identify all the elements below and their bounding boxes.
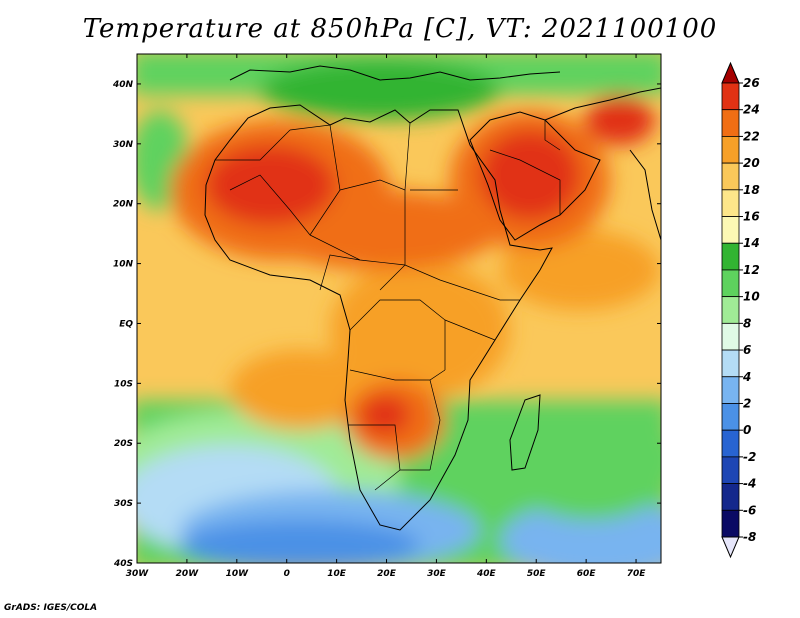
- field-mediterranean: [260, 60, 500, 120]
- colorbar-label: 26: [743, 76, 760, 90]
- india-coastline: [629, 149, 661, 241]
- colorbar-box: [721, 269, 740, 298]
- colorbar-label: 8: [743, 316, 751, 330]
- country-borders: [215, 120, 561, 491]
- lon-tick-label: 30W: [126, 569, 150, 579]
- lat-tick-label: 40S: [113, 559, 133, 569]
- colorbar-label: -6: [743, 503, 756, 517]
- europe-coastline: [229, 65, 561, 81]
- axis-ticks: 30W 20W 10W 0 10E 20E 30E 40E 50E 60E 70E 40N 30N 20N…: [112, 54, 661, 579]
- field-arabia-hot: [480, 130, 580, 220]
- field-sahara-hot: [205, 145, 335, 225]
- lat-tick-label: 10S: [114, 379, 133, 389]
- lon-tick-label: 60E: [577, 569, 597, 579]
- colorbar-box: [721, 216, 740, 244]
- grads-credit: GrADS: IGES/COLA: [4, 603, 98, 613]
- africa-coastline: [204, 104, 553, 531]
- lon-tick-label: 20W: [176, 569, 200, 579]
- colorbar-box: [721, 109, 740, 137]
- lon-tick-label: 10E: [327, 569, 347, 579]
- lat-tick-label: 40N: [112, 80, 134, 90]
- colorbar-box: [721, 403, 740, 431]
- colorbar-label: 24: [743, 103, 760, 117]
- border-south-africa: [374, 469, 401, 491]
- colorbar-label: 22: [743, 129, 760, 143]
- map-title: Temperature at 850hPa [C], VT: 202110010…: [82, 14, 718, 44]
- colorbar-box: [721, 483, 740, 511]
- colorbar-label: 12: [743, 263, 760, 277]
- colorbar-box: [721, 376, 740, 404]
- colorbar-label: -8: [743, 530, 756, 544]
- colorbar-label: -4: [743, 477, 756, 491]
- field-southwest-africa: [230, 350, 370, 430]
- colorbar-box: [721, 82, 740, 111]
- colorbar-label: 20: [743, 156, 760, 170]
- colorbar-label: 18: [743, 183, 760, 197]
- colorbar-box: [721, 296, 740, 324]
- border-libya: [339, 122, 411, 191]
- border-sahel-line: [309, 234, 471, 291]
- colorbar-top-triangle: [721, 61, 740, 84]
- colorbar-box: [721, 349, 740, 378]
- colorbar-label: 10: [743, 290, 760, 304]
- border-ethiopia: [469, 289, 520, 301]
- field-central-africa: [330, 260, 510, 400]
- coastlines: [204, 65, 661, 531]
- lon-tick-label: 40E: [476, 569, 497, 579]
- lon-tick-label: 70E: [627, 569, 647, 579]
- colorbar-bottom-triangle: [721, 536, 740, 559]
- colorbar-label: 0: [743, 423, 751, 437]
- border-namibia-botswana: [348, 424, 430, 471]
- lat-tick-label: 20S: [114, 439, 133, 449]
- border-nigeria: [319, 254, 361, 291]
- border-congo: [349, 299, 446, 370]
- border-western-sahara: [215, 129, 291, 161]
- temperature-field: [137, 54, 661, 563]
- border-algeria-niger: [289, 124, 341, 236]
- field-iran-hot: [585, 95, 655, 145]
- border-angola-zambia: [349, 369, 446, 381]
- colorbar-box: [721, 429, 740, 458]
- lon-tick-label: 0: [284, 569, 290, 579]
- lat-tick-label: 30N: [113, 140, 134, 150]
- border-iran-iraq: [544, 120, 561, 151]
- colorbar-box: [721, 456, 740, 484]
- colorbar-box: [721, 242, 740, 271]
- colorbar-box: [721, 322, 740, 351]
- colorbar-label: 2: [743, 396, 751, 410]
- colorbar-label: 16: [743, 210, 760, 224]
- colorbar-label: 6: [743, 343, 751, 357]
- colorbar-label: 4: [742, 370, 751, 384]
- map-frame: [136, 53, 662, 564]
- lon-tick-label: 50E: [527, 569, 547, 579]
- colorbar-box: [721, 162, 740, 191]
- lat-tick-label: EQ: [119, 319, 133, 329]
- border-mozambique: [429, 379, 441, 471]
- border-kenya-tanzania: [444, 319, 496, 341]
- field-indian-ocean-green: [500, 400, 661, 520]
- colorbar-label: -2: [743, 450, 756, 464]
- lat-tick-label: 30S: [114, 499, 133, 509]
- lon-tick-label: 20E: [377, 569, 397, 579]
- field-cold-core: [180, 520, 420, 563]
- iran-coastline: [544, 87, 661, 121]
- border-mali-mauritania: [229, 174, 311, 236]
- colorbar-box: [721, 509, 740, 538]
- arabia-coastline: [469, 111, 601, 241]
- lon-tick-label: 10W: [226, 569, 250, 579]
- lon-tick-label: 30E: [427, 569, 447, 579]
- lat-tick-label: 20N: [113, 200, 134, 210]
- field-kalahari-hot: [360, 395, 410, 435]
- lat-tick-label: 10N: [113, 260, 134, 270]
- madagascar-coastline: [509, 394, 541, 471]
- colorbar-label: 14: [743, 236, 760, 250]
- colorbar-box: [721, 189, 740, 217]
- colorbar-box: [721, 136, 740, 164]
- border-saudi: [489, 149, 561, 215]
